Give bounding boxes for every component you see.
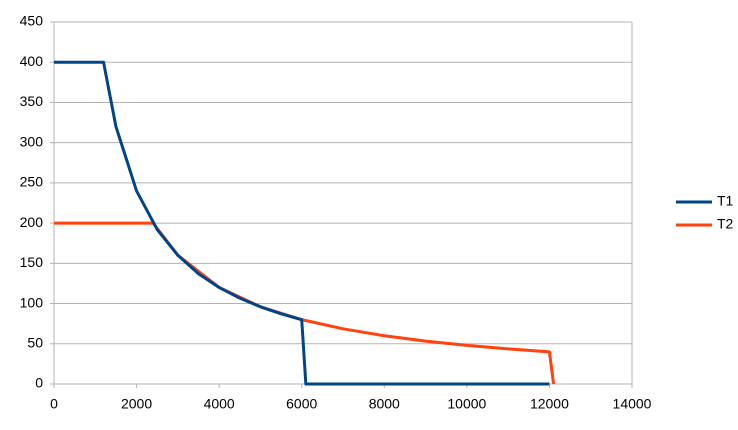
x-tick-label: 0 <box>50 396 58 412</box>
x-tick-label: 12000 <box>530 396 569 412</box>
y-tick-label: 400 <box>20 53 44 69</box>
y-tick-label: 0 <box>35 375 43 391</box>
x-tick-label: 14000 <box>613 396 652 412</box>
x-tick-label: 8000 <box>369 396 400 412</box>
legend-label: T1 <box>717 193 734 209</box>
y-tick-label: 50 <box>27 334 43 350</box>
y-tick-label: 300 <box>20 133 44 149</box>
y-tick-label: 150 <box>20 254 44 270</box>
legend-label: T2 <box>717 216 734 232</box>
y-tick-label: 450 <box>20 13 44 29</box>
y-tick-label: 250 <box>20 174 44 190</box>
series-line <box>54 60 550 386</box>
y-tick-label: 100 <box>20 294 44 310</box>
x-tick-label: 6000 <box>286 396 317 412</box>
y-tick-label: 200 <box>20 214 44 230</box>
x-tick-label: 4000 <box>204 396 235 412</box>
x-tick-label: 2000 <box>121 396 152 412</box>
y-tick-label: 350 <box>20 93 44 109</box>
x-tick-label: 10000 <box>447 396 486 412</box>
